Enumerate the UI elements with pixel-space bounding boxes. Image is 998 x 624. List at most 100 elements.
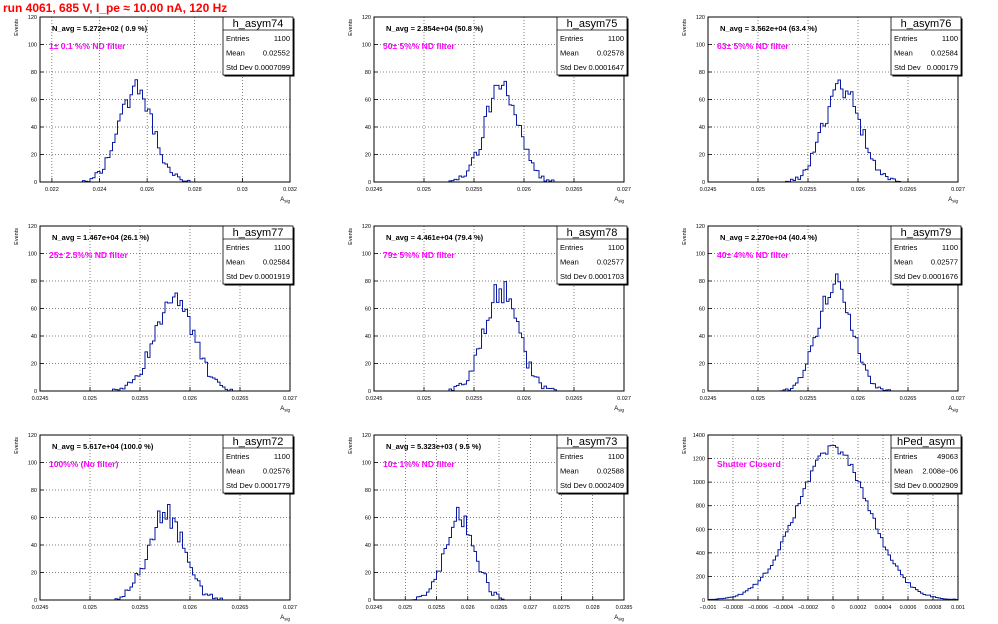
stats-value: 0.02577 bbox=[931, 258, 958, 267]
histogram-line bbox=[708, 273, 958, 392]
navg-label: N_avg = 5.617e+04 (100.0 %) bbox=[52, 442, 154, 451]
y-axis-title: Events bbox=[14, 19, 20, 36]
stats-label: Mean bbox=[560, 258, 579, 267]
stats-label: Std Dev bbox=[560, 272, 587, 281]
x-tick-label: 0.025 bbox=[83, 396, 97, 402]
stats-value: 1100 bbox=[942, 34, 958, 43]
y-tick-label: 80 bbox=[31, 488, 37, 494]
x-tick-label: 0.026 bbox=[183, 605, 197, 611]
x-tick-label: 0.025 bbox=[751, 187, 765, 193]
navg-label: N_avg = 5.272e+02 ( 0.9 %) bbox=[52, 24, 148, 33]
y-axis-title: Events bbox=[682, 228, 688, 245]
stats-value: 0.0002409 bbox=[589, 481, 624, 490]
x-tick-label: 0.0285 bbox=[616, 605, 633, 611]
stats-value: 1100 bbox=[942, 243, 958, 252]
y-tick-label: 1200 bbox=[693, 457, 705, 463]
stats-label: Mean bbox=[894, 49, 913, 58]
filter-label: Shutter Closerd bbox=[717, 459, 781, 469]
x-tick-label: 0.0255 bbox=[800, 187, 817, 193]
x-tick-label: 0.027 bbox=[617, 396, 631, 402]
y-axis-title: Events bbox=[348, 19, 354, 36]
y-tick-label: 120 bbox=[696, 15, 705, 21]
stats-value: 0.02588 bbox=[597, 467, 624, 476]
x-tick-label: 0.0265 bbox=[232, 396, 249, 402]
x-axis-title: Asig bbox=[280, 197, 290, 204]
stats-label: Entries bbox=[560, 452, 584, 461]
y-tick-label: 0 bbox=[702, 389, 705, 395]
x-tick-label: 0.0265 bbox=[566, 187, 583, 193]
stats-value: 0.0002909 bbox=[923, 481, 958, 490]
stats-value: 0.0001676 bbox=[923, 272, 958, 281]
histogram-line bbox=[374, 281, 624, 392]
x-tick-label: 0.0245 bbox=[32, 605, 49, 611]
stats-label: Std Dev bbox=[894, 63, 921, 72]
y-tick-label: 120 bbox=[362, 15, 371, 21]
y-tick-label: 20 bbox=[365, 571, 371, 577]
y-tick-label: 80 bbox=[31, 70, 37, 76]
x-tick-label: −0.0008 bbox=[723, 605, 743, 611]
stats-value: 0.0001703 bbox=[589, 272, 624, 281]
y-tick-label: 100 bbox=[362, 252, 371, 258]
x-tick-label: 0.022 bbox=[45, 187, 59, 193]
x-tick-label: 0.0265 bbox=[900, 187, 917, 193]
stats-value: 1100 bbox=[274, 243, 290, 252]
stats-value: 0.0001779 bbox=[255, 481, 290, 490]
stats-label: Entries bbox=[226, 34, 250, 43]
x-tick-label: 0.0265 bbox=[232, 605, 249, 611]
stats-value: 49063 bbox=[937, 452, 958, 461]
histogram-line bbox=[40, 503, 290, 601]
x-tick-label: 0.027 bbox=[283, 396, 297, 402]
stats-value: 1100 bbox=[608, 452, 624, 461]
y-tick-label: 120 bbox=[362, 433, 371, 439]
navg-label: N_avg = 3.562e+04 (63.4 %) bbox=[720, 24, 818, 33]
y-tick-label: 40 bbox=[699, 334, 705, 340]
y-tick-label: 80 bbox=[699, 70, 705, 76]
x-tick-label: −0.0006 bbox=[748, 605, 768, 611]
stats-value: 0.02552 bbox=[263, 49, 290, 58]
stats-value: 0.02576 bbox=[263, 467, 290, 476]
y-tick-label: 100 bbox=[362, 461, 371, 467]
histogram-pad-h_asym78: 0.0245 0.025 0.0255 0.026 0.0265 0.027 0 20 40 60… bbox=[348, 224, 631, 413]
filter-label: 63± 5%% ND filter bbox=[717, 41, 789, 51]
y-tick-label: 80 bbox=[365, 488, 371, 494]
stats-box bbox=[222, 225, 294, 285]
y-tick-label: 20 bbox=[31, 362, 37, 368]
stats-value: 0.02578 bbox=[597, 49, 624, 58]
y-tick-label: 60 bbox=[365, 307, 371, 313]
x-tick-label: 0.03 bbox=[237, 187, 248, 193]
y-tick-label: 0 bbox=[368, 180, 371, 186]
navg-label: N_avg = 4.461e+04 (79.4 %) bbox=[386, 233, 484, 242]
y-tick-label: 40 bbox=[365, 543, 371, 549]
stats-label: Entries bbox=[894, 452, 918, 461]
stats-label: Mean bbox=[560, 467, 579, 476]
y-tick-label: 80 bbox=[365, 279, 371, 285]
navg-label: N_avg = 2.270e+04 (40.4 %) bbox=[720, 233, 818, 242]
stats-label: Entries bbox=[226, 452, 250, 461]
histogram-title: h_asym79 bbox=[901, 227, 952, 239]
filter-label: 25± 2.5%% ND filter bbox=[49, 250, 129, 260]
y-tick-label: 100 bbox=[696, 43, 705, 49]
x-tick-label: 0.027 bbox=[617, 187, 631, 193]
x-axis-title: Asig bbox=[280, 406, 290, 413]
histogram-line bbox=[40, 79, 290, 183]
stats-box bbox=[556, 434, 628, 494]
x-tick-label: 0.027 bbox=[523, 605, 537, 611]
run-title: run 4061, 685 V, I_pe ≈ 10.00 nA, 120 Hz bbox=[3, 1, 228, 15]
x-tick-label: 0.026 bbox=[851, 396, 865, 402]
stats-box bbox=[222, 434, 294, 494]
x-tick-label: 0.0004 bbox=[875, 605, 892, 611]
x-axis-title: Asig bbox=[614, 406, 624, 413]
histogram-pad-h_asym74: 0.022 0.024 0.026 0.028 0.03 0.032 0 20 40 60 80 10… bbox=[14, 15, 297, 204]
stats-label: Std Dev bbox=[560, 63, 587, 72]
y-tick-label: 60 bbox=[365, 516, 371, 522]
x-tick-label: 0.0265 bbox=[491, 605, 508, 611]
y-tick-label: 120 bbox=[696, 224, 705, 230]
x-tick-label: 0.0245 bbox=[366, 605, 383, 611]
stats-value: 0.000179 bbox=[927, 63, 958, 72]
stats-box bbox=[890, 434, 962, 494]
x-tick-label: 0.032 bbox=[283, 187, 297, 193]
histogram-pad-h_asym73: 0.0245 0.025 0.0255 0.026 0.0265 0.027 0.0275 0… bbox=[348, 433, 632, 622]
y-tick-label: 1400 bbox=[693, 433, 705, 439]
navg-label: N_avg = 5.323e+03 ( 9.5 %) bbox=[386, 442, 482, 451]
